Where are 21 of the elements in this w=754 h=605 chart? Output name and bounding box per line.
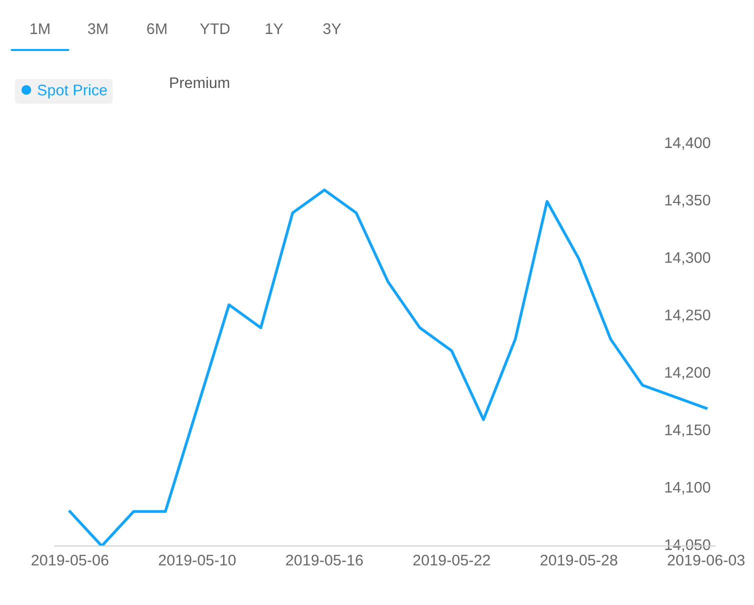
- y-tick-label: 14,150: [665, 424, 710, 438]
- text: YTD: [200, 23, 230, 34]
- y-tick-label: 14,400: [665, 137, 710, 150]
- x-tick-label: 2019-06-03: [668, 554, 744, 566]
- text: 1Y: [266, 23, 284, 34]
- text: 3Y: [323, 23, 342, 34]
- x-tick-label: 2019-05-16: [286, 554, 363, 566]
- x-tick-label: 2019-05-06: [32, 554, 108, 566]
- y-tick-label: 14,350: [665, 194, 710, 208]
- y-tick-label: 14,250: [665, 310, 710, 322]
- y-tick-label: 14,300: [665, 252, 710, 265]
- x-tick-label: 2019-05-22: [413, 554, 490, 566]
- x-tick-label: 2019-05-28: [540, 554, 618, 566]
- text: 1M: [30, 23, 50, 34]
- text: 3M: [88, 23, 108, 34]
- text: 6M: [147, 23, 166, 34]
- y-tick-label: 14,100: [665, 482, 710, 494]
- x-tick-label: 2019-05-10: [158, 554, 236, 566]
- y-tick-label: 14,200: [665, 366, 710, 380]
- legend-label: Spot Price: [38, 84, 107, 98]
- text: Premium: [170, 76, 230, 88]
